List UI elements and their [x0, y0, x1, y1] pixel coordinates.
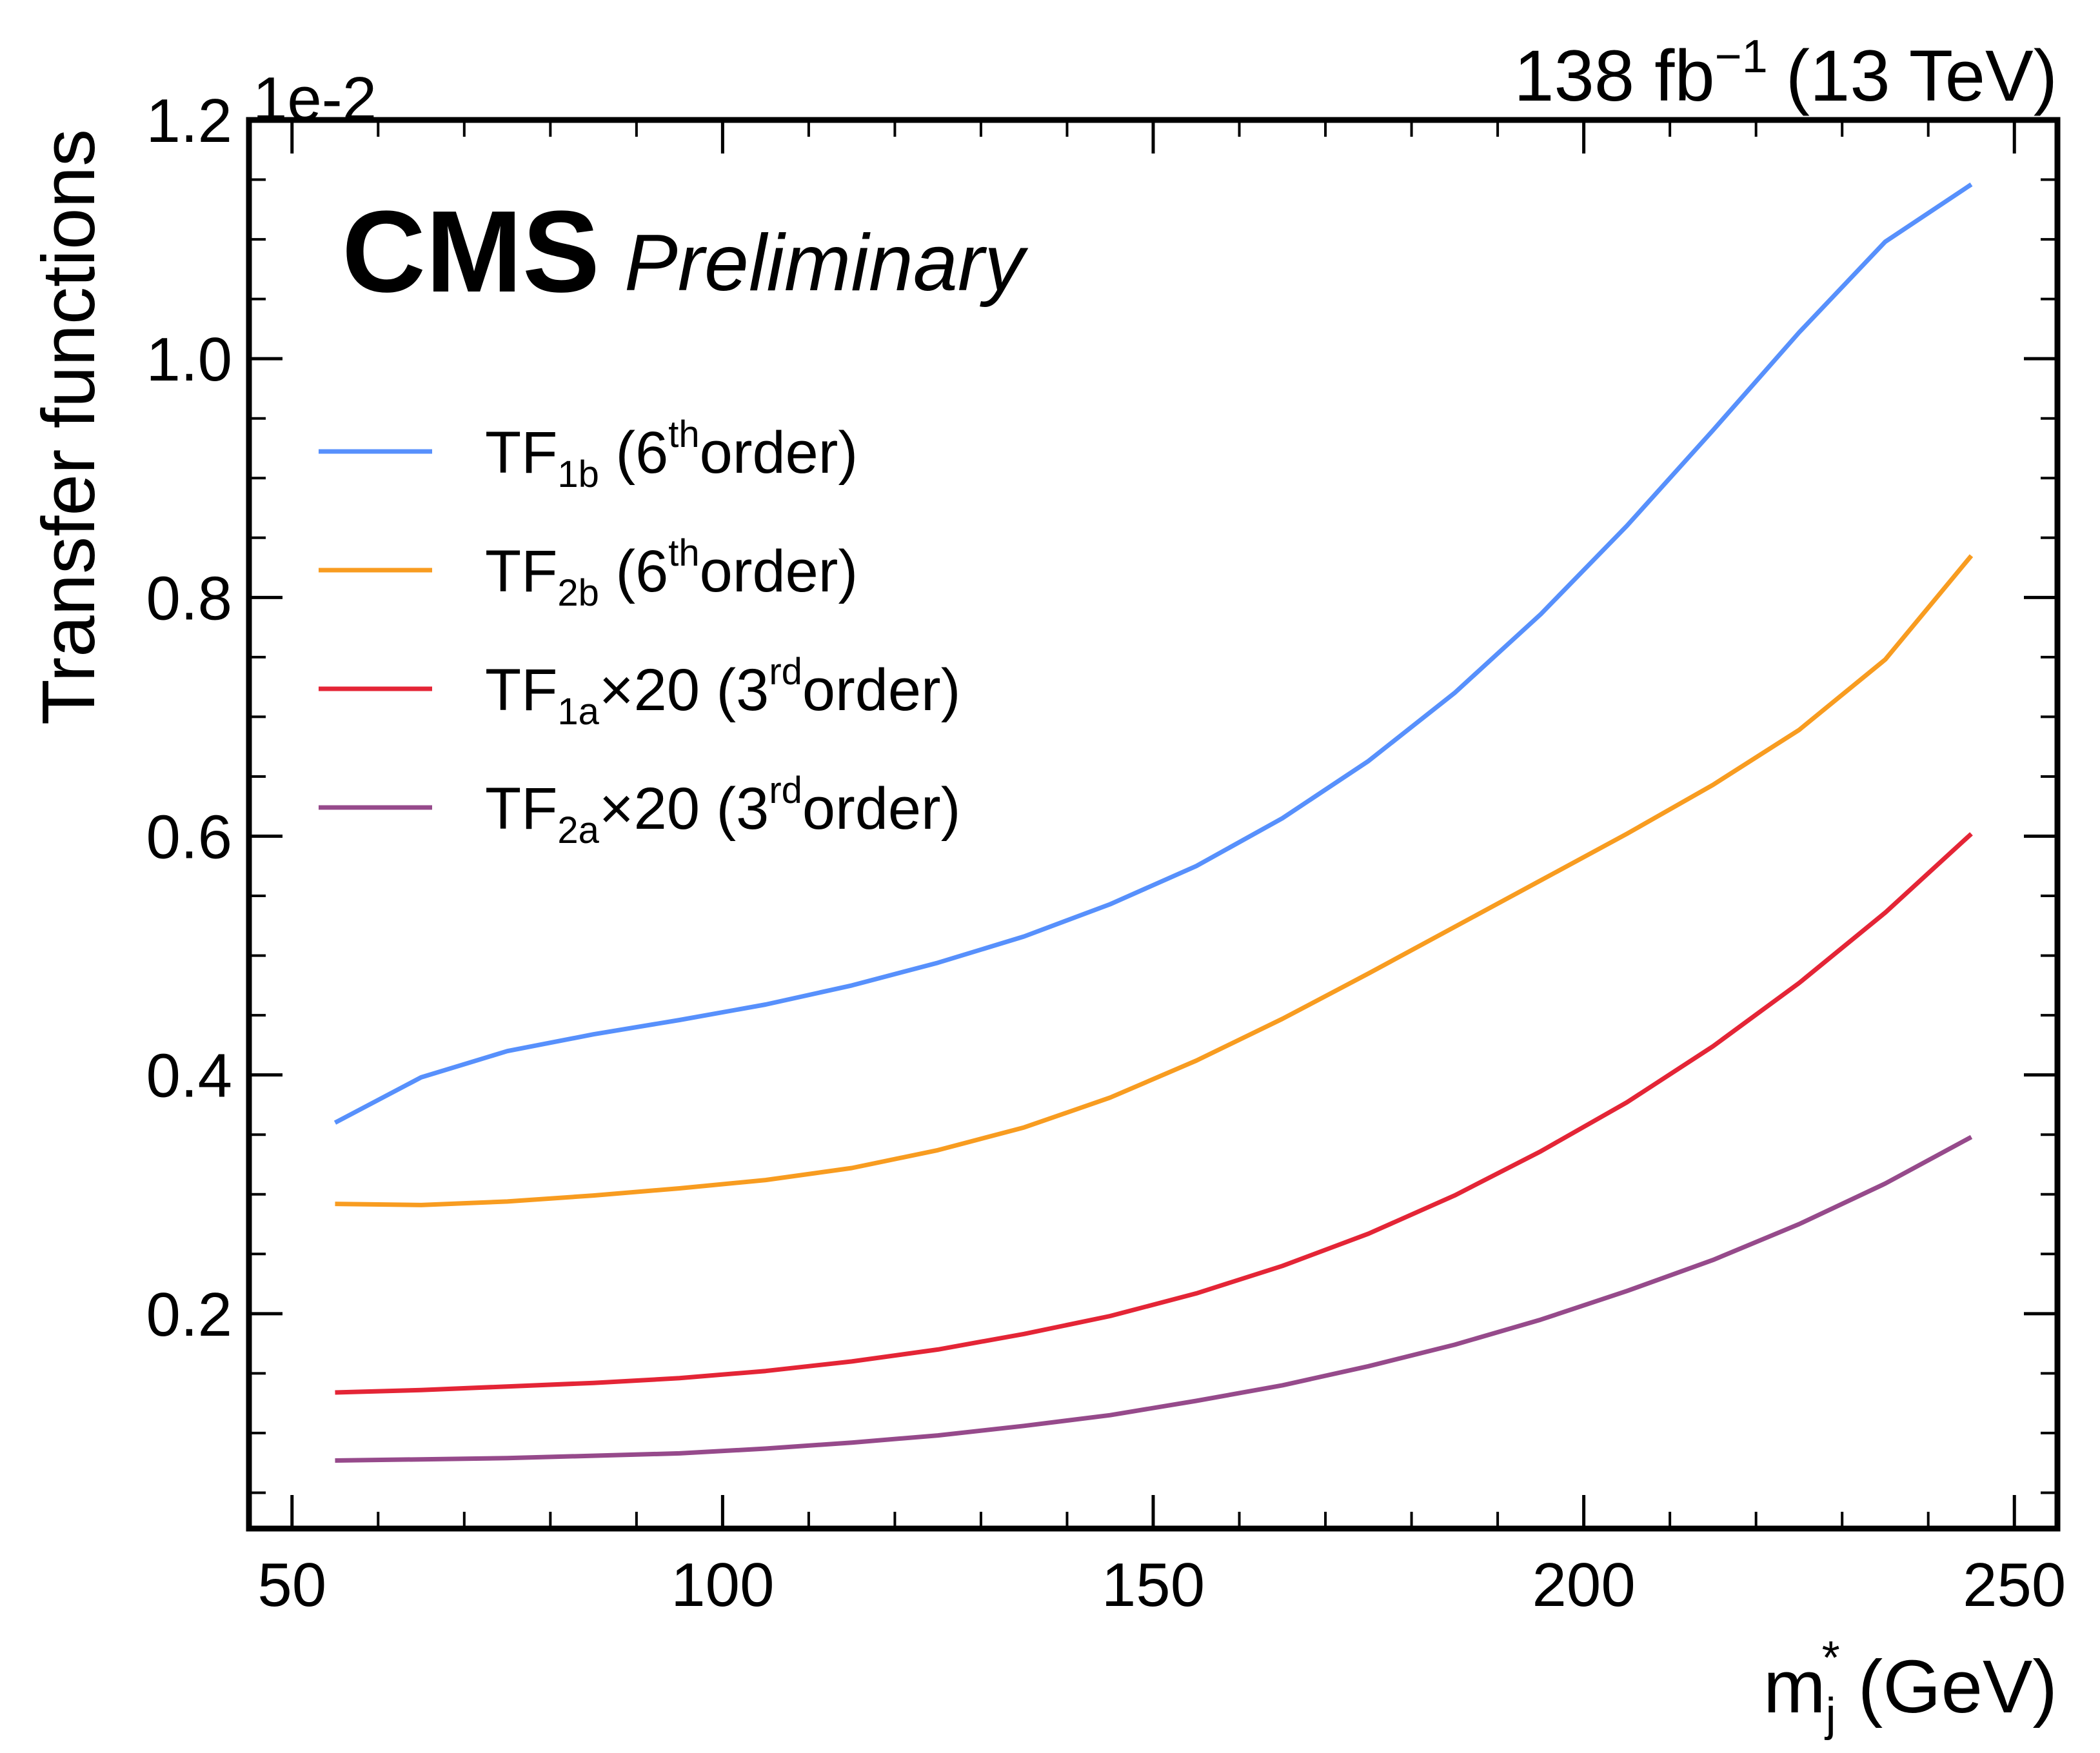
- x-axis-label-sub: j: [1825, 1689, 1836, 1741]
- legend-tail: order): [700, 539, 858, 604]
- status-label: Preliminary: [624, 219, 1029, 308]
- plot-frame: [246, 117, 2061, 1532]
- y-tick-label: 0.6: [146, 803, 232, 872]
- series-line-1a: [335, 832, 1973, 1395]
- legend-suffix: ×20 (3: [599, 657, 769, 723]
- y-axis-label: Transfer functions: [26, 129, 110, 725]
- legend-sup: rd: [769, 651, 802, 693]
- series-line-2b: [335, 554, 1974, 1207]
- y-tick-label: 1.2: [146, 86, 232, 155]
- legend-suffix: (6: [599, 539, 668, 604]
- legend-sub: 2a: [557, 809, 599, 851]
- legend-sub: 2b: [557, 572, 599, 614]
- x-tick-label: 250: [1963, 1550, 2066, 1619]
- legend-entry: TF2b (6thorder): [485, 532, 858, 614]
- legend-entry: TF1b (6thorder): [485, 413, 858, 495]
- y-tick-label: 0.2: [146, 1280, 232, 1349]
- legend-suffix: ×20 (3: [599, 776, 769, 842]
- legend-tail: order): [802, 776, 960, 842]
- series-line-2a: [335, 1134, 1973, 1463]
- luminosity-label: 138 fb−1 (13 TeV): [1514, 31, 2057, 116]
- x-axis-label-main: m: [1763, 1645, 1826, 1728]
- legend-name: TF: [485, 539, 557, 604]
- x-tick-label: 50: [257, 1550, 326, 1619]
- legend-sup: rd: [769, 769, 802, 811]
- series-line-1b: [333, 182, 1973, 1125]
- legend-tail: order): [802, 657, 960, 723]
- y-tick-label: 0.8: [146, 564, 232, 633]
- legend-tail: order): [700, 420, 858, 486]
- x-tick-label: 150: [1102, 1550, 1205, 1619]
- y-axis-multiplier: 1e-2: [253, 64, 377, 134]
- x-axis-label-unit: (GeV): [1858, 1645, 2057, 1728]
- y-tick-label: 0.4: [146, 1042, 232, 1111]
- x-axis-label: mj* (GeV): [1763, 1632, 2057, 1741]
- legend-sub: 1a: [557, 691, 599, 733]
- x-axis-label-sup: *: [1822, 1632, 1840, 1684]
- luminosity-exponent: −1: [1715, 31, 1768, 83]
- legend-entry: TF1a×20 (3rdorder): [485, 651, 960, 733]
- legend-sup: th: [668, 413, 699, 455]
- x-tick-label: 100: [671, 1550, 774, 1619]
- tick-label-layer: 50 100 150 200 250 0.2 0.4 0.6 0.8 1.0 1.2: [146, 86, 2066, 1619]
- legend-name: TF: [485, 776, 557, 842]
- legend-name: TF: [485, 420, 557, 486]
- x-tick-label: 200: [1532, 1550, 1636, 1619]
- legend-sub: 1b: [557, 453, 599, 495]
- y-tick-label: 1.0: [146, 325, 232, 394]
- legend-entry: TF2a×20 (3rdorder): [485, 769, 960, 851]
- legend-sup: th: [668, 532, 699, 574]
- experiment-label: CMS: [342, 187, 600, 317]
- luminosity-value: 138 fb: [1514, 35, 1714, 116]
- energy-label: (13 TeV): [1786, 35, 2057, 116]
- legend: TF1b (6thorder)TF2b (6thorder)TF1a×20 (3…: [319, 413, 960, 851]
- series-layer: [333, 182, 1974, 1463]
- legend-name: TF: [485, 657, 557, 723]
- legend-suffix: (6: [599, 420, 668, 486]
